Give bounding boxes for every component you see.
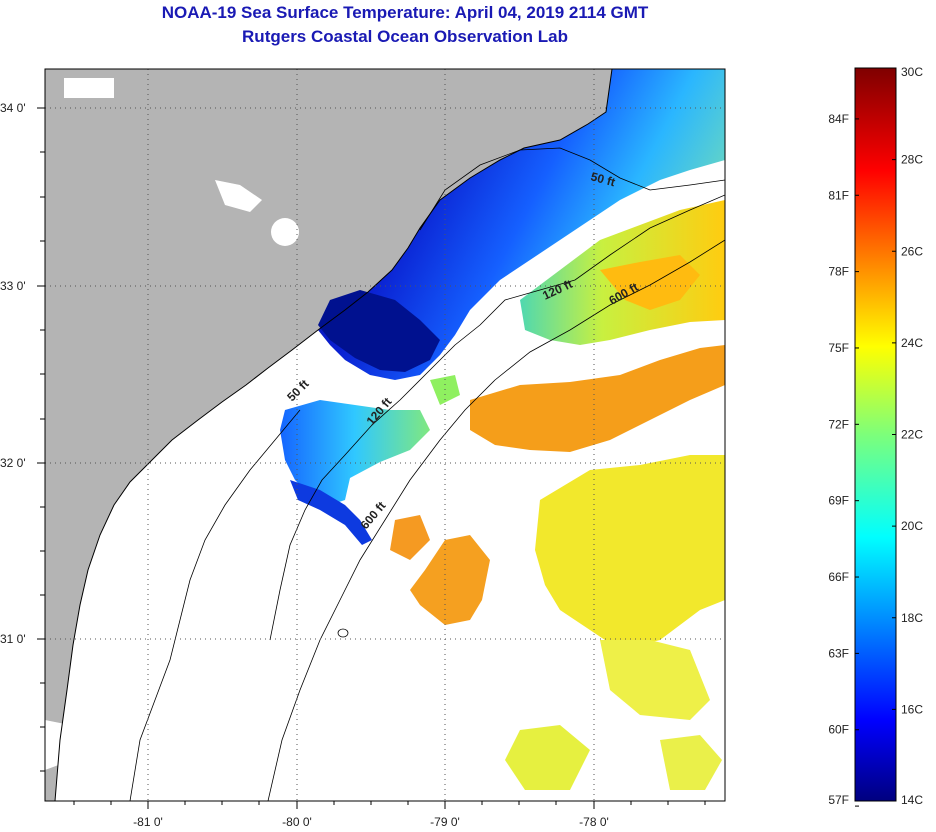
isobath-50ft xyxy=(419,147,725,231)
offshore-warm-water xyxy=(535,455,725,650)
lon-label: -80 0' xyxy=(282,815,312,829)
celsius-label: 18C xyxy=(901,611,923,625)
fahrenheit-label: 60F xyxy=(828,723,849,737)
offshore-warm-water xyxy=(600,640,710,720)
celsius-label: 24C xyxy=(901,336,923,350)
lon-label: -79 0' xyxy=(430,815,460,829)
celsius-label: 30C xyxy=(901,65,923,79)
gulfstream-warm-water xyxy=(470,345,725,452)
warm-water-patch xyxy=(410,535,490,625)
land-mass xyxy=(45,69,612,801)
lon-ticks xyxy=(73,801,706,809)
fahrenheit-label: 75F xyxy=(828,341,849,355)
nearshore-cold-water xyxy=(318,69,725,380)
celsius-label: 26C xyxy=(901,244,923,258)
graticule xyxy=(45,69,725,801)
coastal-cold-pocket xyxy=(318,290,440,372)
map-frame xyxy=(44,68,726,802)
lon-label: -81 0' xyxy=(133,815,163,829)
colorbar xyxy=(854,67,897,802)
celsius-label: 28C xyxy=(901,153,923,167)
cloud-patch xyxy=(271,218,299,246)
warm-water-patch xyxy=(600,255,700,310)
fahrenheit-label: 84F xyxy=(828,112,849,126)
colorbar-ticks xyxy=(855,67,896,807)
fahrenheit-label: 69F xyxy=(828,494,849,508)
fahrenheit-label: 72F xyxy=(828,417,849,431)
cloud-patch xyxy=(45,720,72,770)
celsius-label: 20C xyxy=(901,519,923,533)
warm-water-patch xyxy=(390,515,430,560)
isobath-50ft-south xyxy=(129,409,301,801)
lat-label: 34 0' xyxy=(0,101,26,115)
coastline xyxy=(54,69,613,801)
contour-label: 50 ft xyxy=(589,169,616,189)
cloud-patch xyxy=(215,180,262,212)
lat-ticks xyxy=(37,107,45,772)
offshore-warm-water xyxy=(505,725,590,790)
celsius-label: 14C xyxy=(901,793,923,807)
cloud-patch xyxy=(64,78,114,98)
fahrenheit-label: 63F xyxy=(828,646,849,660)
south-nearshore-water xyxy=(280,400,430,505)
isobath-600ft xyxy=(267,239,725,801)
seamount-contour xyxy=(337,628,349,638)
south-cold-strip xyxy=(290,480,372,545)
map-subtitle: Rutgers Coastal Ocean Observation Lab xyxy=(242,27,568,46)
lat-label: 32 0' xyxy=(0,456,26,470)
celsius-label: 22C xyxy=(901,428,923,442)
celsius-label: 16C xyxy=(901,702,923,716)
lon-label: -78 0' xyxy=(579,815,609,829)
fahrenheit-label: 78F xyxy=(828,265,849,279)
fahrenheit-label: 57F xyxy=(828,793,849,807)
isobath-120ft xyxy=(269,194,725,641)
fahrenheit-label: 81F xyxy=(828,188,849,202)
lat-label: 31 0' xyxy=(0,632,26,646)
map-title: NOAA-19 Sea Surface Temperature: April 0… xyxy=(161,3,649,22)
fahrenheit-label: 66F xyxy=(828,570,849,584)
offshore-warm-water xyxy=(660,735,722,790)
lat-label: 33 0' xyxy=(0,279,26,293)
